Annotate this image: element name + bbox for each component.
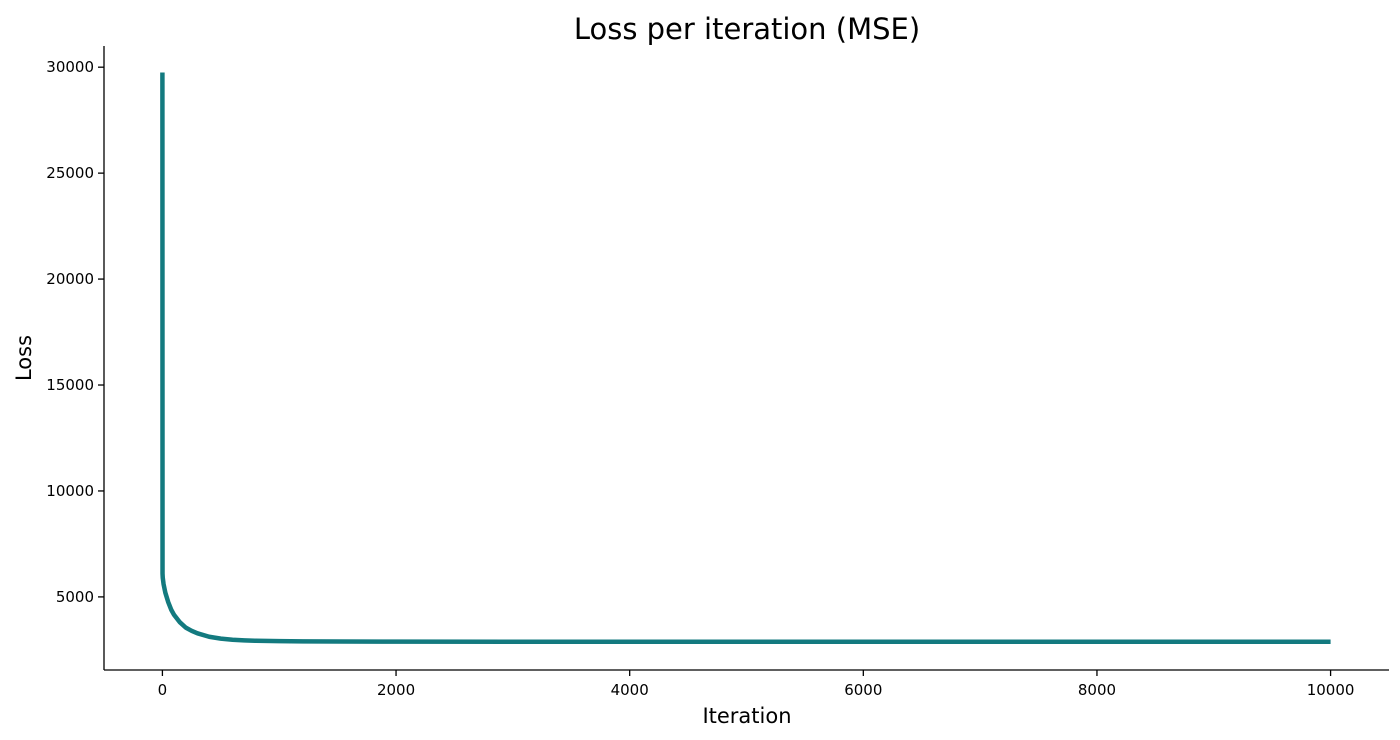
x-tick-label: 8000: [1078, 681, 1116, 699]
y-tick-label: 15000: [46, 376, 94, 394]
x-tick-label: 0: [158, 681, 168, 699]
y-tick-label: 30000: [46, 58, 94, 76]
x-tick-label: 6000: [844, 681, 882, 699]
y-tick-label: 25000: [46, 164, 94, 182]
loss-series-line: [160, 72, 1331, 644]
x-axis-label: Iteration: [702, 704, 791, 728]
y-tick-label: 10000: [46, 482, 94, 500]
x-axis-ticks: 0 2000 4000 6000 8000 10000: [158, 670, 1355, 699]
x-tick-label: 10000: [1307, 681, 1355, 699]
y-axis-ticks: 5000 10000 15000 20000 25000 30000: [46, 58, 104, 606]
y-axis-label: Loss: [12, 335, 36, 381]
x-tick-label: 4000: [611, 681, 649, 699]
y-tick-label: 20000: [46, 270, 94, 288]
chart-title: Loss per iteration (MSE): [574, 12, 920, 46]
plot-area: [160, 72, 1331, 644]
y-tick-label: 5000: [56, 588, 94, 606]
x-tick-label: 2000: [377, 681, 415, 699]
